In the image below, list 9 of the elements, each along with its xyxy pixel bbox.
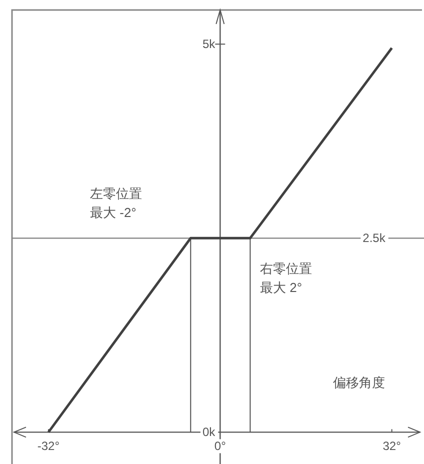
x-tick-label: -32°	[37, 439, 60, 454]
ref-line-label: 2.5k	[362, 231, 386, 246]
annotation: 左零位置最大 -2°	[90, 186, 142, 220]
x-tick-label: 32°	[382, 439, 402, 454]
y-tick-label: 0k	[202, 425, 216, 440]
y-tick-label: 5k	[202, 37, 216, 52]
x-tick-label: 0°	[214, 439, 226, 454]
annotation: 右零位置最大 2°	[260, 261, 312, 295]
x-axis-title: 偏移角度	[333, 375, 385, 390]
